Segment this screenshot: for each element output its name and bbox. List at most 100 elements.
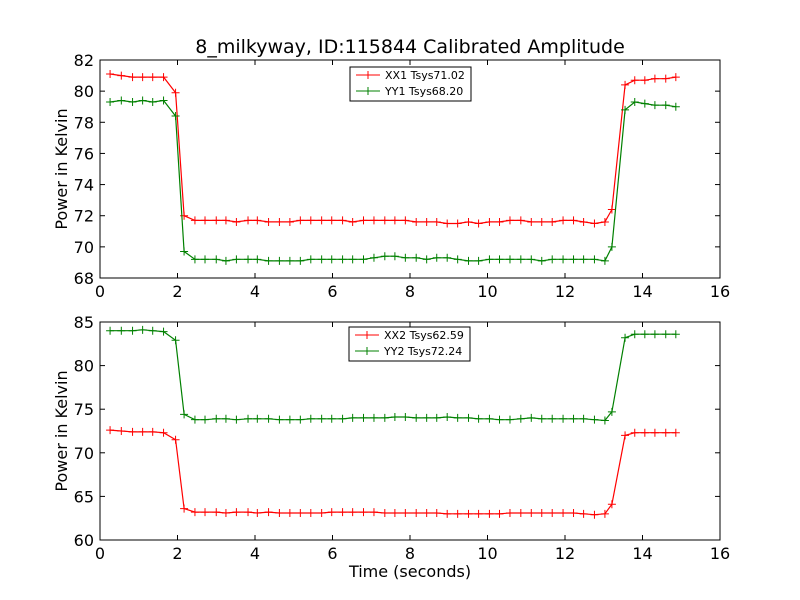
series-line-xx2 bbox=[110, 429, 676, 516]
x-tick-label: 2 bbox=[172, 544, 182, 563]
x-tick-label: 0 bbox=[95, 544, 105, 563]
y-tick-label: 82 bbox=[74, 51, 94, 70]
data-point bbox=[600, 416, 609, 425]
data-point bbox=[338, 216, 347, 225]
data-point bbox=[317, 255, 326, 264]
data-point bbox=[453, 413, 462, 422]
y-axis-label-bottom: Power in Kelvin bbox=[52, 370, 71, 491]
data-point bbox=[317, 414, 326, 423]
data-point bbox=[180, 410, 189, 419]
data-point bbox=[495, 255, 504, 264]
data-point bbox=[285, 415, 294, 424]
data-point bbox=[190, 508, 199, 517]
x-tick-label: 4 bbox=[250, 282, 260, 301]
data-point bbox=[432, 253, 441, 262]
data-point bbox=[275, 415, 284, 424]
data-point bbox=[579, 509, 588, 518]
data-point bbox=[537, 414, 546, 423]
y-tick-label: 60 bbox=[74, 531, 94, 550]
x-axis-bottom: 0 2 4 6 8 10 12 14 16 bbox=[95, 322, 730, 563]
data-point bbox=[464, 413, 473, 422]
data-point bbox=[412, 508, 421, 517]
data-point bbox=[264, 508, 273, 517]
data-point bbox=[505, 415, 514, 424]
data-point bbox=[201, 255, 210, 264]
data-point bbox=[443, 509, 452, 518]
data-point bbox=[190, 216, 199, 225]
data-point bbox=[171, 112, 180, 121]
data-point bbox=[390, 252, 399, 261]
y-tick-label: 70 bbox=[74, 238, 94, 257]
data-point bbox=[212, 255, 221, 264]
data-point bbox=[474, 256, 483, 265]
data-point bbox=[221, 414, 230, 423]
data-point bbox=[621, 105, 630, 114]
data-point bbox=[359, 413, 368, 422]
data-point bbox=[443, 219, 452, 228]
data-point bbox=[630, 428, 639, 437]
data-point bbox=[369, 413, 378, 422]
data-point bbox=[264, 414, 273, 423]
data-point bbox=[600, 217, 609, 226]
data-point bbox=[244, 216, 253, 225]
data-point bbox=[380, 413, 389, 422]
data-point bbox=[285, 508, 294, 517]
x-tick-label: 6 bbox=[327, 544, 337, 563]
data-point bbox=[380, 508, 389, 517]
y-tick-label: 65 bbox=[74, 487, 94, 506]
data-point bbox=[275, 256, 284, 265]
data-point bbox=[579, 217, 588, 226]
data-point bbox=[621, 80, 630, 89]
data-point bbox=[621, 431, 630, 440]
data-point bbox=[630, 76, 639, 85]
data-point bbox=[401, 508, 410, 517]
data-point bbox=[505, 255, 514, 264]
data-point bbox=[327, 508, 336, 517]
data-point bbox=[443, 413, 452, 422]
y-tick-label: 68 bbox=[74, 269, 94, 288]
data-point bbox=[148, 326, 157, 335]
x-tick-label: 6 bbox=[327, 282, 337, 301]
x-tick-label: 8 bbox=[405, 544, 415, 563]
data-point bbox=[306, 216, 315, 225]
data-point bbox=[569, 508, 578, 517]
data-point bbox=[338, 508, 347, 517]
x-tick-label: 8 bbox=[405, 282, 415, 301]
data-point bbox=[390, 216, 399, 225]
data-point bbox=[171, 435, 180, 444]
data-point bbox=[159, 327, 168, 336]
data-point bbox=[640, 76, 649, 85]
y-axis-bottom: 60 65 70 75 80 85 bbox=[74, 313, 720, 550]
data-point bbox=[359, 255, 368, 264]
data-point bbox=[661, 428, 670, 437]
data-point bbox=[527, 217, 536, 226]
data-point bbox=[232, 217, 241, 226]
data-point bbox=[138, 325, 147, 334]
data-point bbox=[327, 216, 336, 225]
x-tick-label: 10 bbox=[477, 282, 497, 301]
data-point bbox=[232, 255, 241, 264]
data-point bbox=[369, 508, 378, 517]
data-point bbox=[296, 216, 305, 225]
data-point bbox=[422, 255, 431, 264]
data-point bbox=[650, 74, 659, 83]
x-axis-label: Time (seconds) bbox=[348, 562, 471, 581]
data-point bbox=[359, 508, 368, 517]
data-point bbox=[661, 74, 670, 83]
data-point bbox=[306, 508, 315, 517]
data-point bbox=[180, 504, 189, 513]
data-point bbox=[253, 414, 262, 423]
y-tick-label: 70 bbox=[74, 444, 94, 463]
data-point bbox=[117, 427, 126, 435]
series-line-yy1 bbox=[110, 99, 676, 262]
data-point bbox=[464, 217, 473, 226]
data-point bbox=[559, 216, 568, 225]
data-point bbox=[474, 414, 483, 423]
data-point bbox=[537, 256, 546, 265]
data-point bbox=[485, 217, 494, 226]
data-point bbox=[253, 255, 262, 264]
data-point bbox=[221, 256, 230, 265]
data-point bbox=[275, 217, 284, 226]
x-tick-label: 16 bbox=[710, 282, 730, 301]
